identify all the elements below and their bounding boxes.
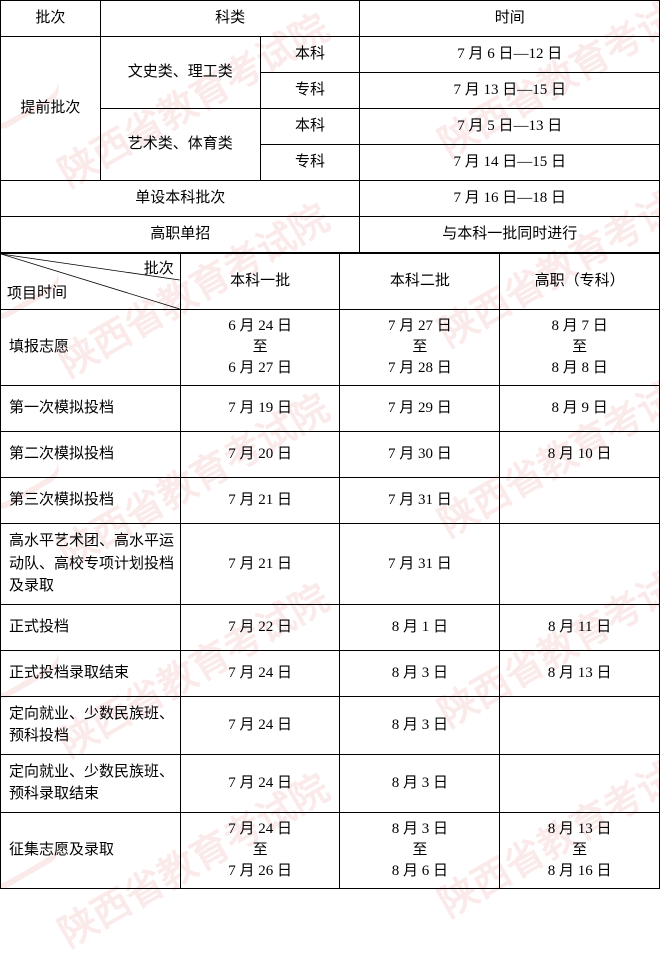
cell-item: 正式投档录取结束 bbox=[1, 650, 181, 696]
cell-level: 本科 bbox=[260, 37, 360, 73]
header-col-3: 高职（专科） bbox=[500, 254, 660, 310]
cell-value: 8 月 3 日至8 月 6 日 bbox=[340, 812, 500, 888]
cell-value: 7 月 31 日 bbox=[340, 478, 500, 524]
cell-item: 征集志愿及录取 bbox=[1, 812, 181, 888]
cell-batch: 提前批次 bbox=[1, 37, 101, 181]
diagonal-header-cell: 批次 时间 项目 bbox=[1, 254, 181, 310]
cell-time: 7 月 13 日—15 日 bbox=[360, 73, 660, 109]
cell-time: 7 月 6 日—12 日 bbox=[360, 37, 660, 73]
cell-value: 8 月 9 日 bbox=[500, 386, 660, 432]
cell-merged-label: 单设本科批次 bbox=[1, 181, 360, 217]
cell-value: 7 月 24 日至7 月 26 日 bbox=[180, 812, 340, 888]
cell-value: 8 月 10 日 bbox=[500, 432, 660, 478]
cell-value: 7 月 30 日 bbox=[340, 432, 500, 478]
schedule-table-2: 批次 时间 项目 本科一批 本科二批 高职（专科） 填报志愿 6 月 24 日至… bbox=[0, 253, 660, 889]
table-row: 定向就业、少数民族班、预科投档 7 月 24 日 8 月 3 日 bbox=[1, 696, 660, 754]
table-row: 第二次模拟投档 7 月 20 日 7 月 30 日 8 月 10 日 bbox=[1, 432, 660, 478]
header-col-2: 本科二批 bbox=[340, 254, 500, 310]
cell-value bbox=[500, 696, 660, 754]
table-row: 正式投档录取结束 7 月 24 日 8 月 3 日 8 月 13 日 bbox=[1, 650, 660, 696]
cell-value: 7 月 20 日 bbox=[180, 432, 340, 478]
cell-value: 7 月 21 日 bbox=[180, 524, 340, 605]
cell-time: 7 月 14 日—15 日 bbox=[360, 145, 660, 181]
cell-category: 艺术类、体育类 bbox=[100, 109, 260, 181]
table-row: 第三次模拟投档 7 月 21 日 7 月 31 日 bbox=[1, 478, 660, 524]
schedule-table-1: 批次 科类 时间 提前批次 文史类、理工类 本科 7 月 6 日—12 日 专科… bbox=[0, 0, 660, 253]
table-row: 征集志愿及录取 7 月 24 日至7 月 26 日 8 月 3 日至8 月 6 … bbox=[1, 812, 660, 888]
cell-value: 7 月 24 日 bbox=[180, 754, 340, 812]
cell-value: 8 月 3 日 bbox=[340, 650, 500, 696]
table-row: 填报志愿 6 月 24 日至6 月 27 日 7 月 27 日至7 月 28 日… bbox=[1, 310, 660, 386]
cell-value: 8 月 1 日 bbox=[340, 604, 500, 650]
cell-value: 8 月 3 日 bbox=[340, 696, 500, 754]
cell-level: 专科 bbox=[260, 145, 360, 181]
cell-value: 7 月 19 日 bbox=[180, 386, 340, 432]
cell-item: 正式投档 bbox=[1, 604, 181, 650]
cell-value bbox=[500, 754, 660, 812]
diag-label-batch: 批次 bbox=[144, 258, 174, 281]
diag-label-time: 时间 bbox=[37, 282, 67, 305]
header-time: 时间 bbox=[360, 1, 660, 37]
cell-value: 7 月 29 日 bbox=[340, 386, 500, 432]
cell-merged-label: 高职单招 bbox=[1, 217, 360, 253]
cell-level: 专科 bbox=[260, 73, 360, 109]
cell-item: 定向就业、少数民族班、预科录取结束 bbox=[1, 754, 181, 812]
table-row: 单设本科批次 7 月 16 日—18 日 bbox=[1, 181, 660, 217]
table-header-row: 批次 时间 项目 本科一批 本科二批 高职（专科） bbox=[1, 254, 660, 310]
cell-time: 7 月 5 日—13 日 bbox=[360, 109, 660, 145]
table-row: 高职单招 与本科一批同时进行 bbox=[1, 217, 660, 253]
cell-value bbox=[500, 478, 660, 524]
table-header-row: 批次 科类 时间 bbox=[1, 1, 660, 37]
cell-value: 7 月 22 日 bbox=[180, 604, 340, 650]
cell-value: 8 月 13 日 bbox=[500, 650, 660, 696]
cell-value: 7 月 31 日 bbox=[340, 524, 500, 605]
cell-time: 7 月 16 日—18 日 bbox=[360, 181, 660, 217]
cell-value: 7 月 24 日 bbox=[180, 650, 340, 696]
diag-label-item: 项目 bbox=[7, 283, 37, 306]
table-row: 第一次模拟投档 7 月 19 日 7 月 29 日 8 月 9 日 bbox=[1, 386, 660, 432]
cell-item: 定向就业、少数民族班、预科投档 bbox=[1, 696, 181, 754]
cell-value: 7 月 24 日 bbox=[180, 696, 340, 754]
cell-value: 8 月 7 日至8 月 8 日 bbox=[500, 310, 660, 386]
header-category: 科类 bbox=[100, 1, 360, 37]
table-row: 定向就业、少数民族班、预科录取结束 7 月 24 日 8 月 3 日 bbox=[1, 754, 660, 812]
cell-item: 第三次模拟投档 bbox=[1, 478, 181, 524]
cell-item: 高水平艺术团、高水平运动队、高校专项计划投档及录取 bbox=[1, 524, 181, 605]
cell-value: 7 月 27 日至7 月 28 日 bbox=[340, 310, 500, 386]
table-row: 提前批次 文史类、理工类 本科 7 月 6 日—12 日 bbox=[1, 37, 660, 73]
cell-value: 8 月 13 日至8 月 16 日 bbox=[500, 812, 660, 888]
cell-value: 8 月 11 日 bbox=[500, 604, 660, 650]
table-row: 高水平艺术团、高水平运动队、高校专项计划投档及录取 7 月 21 日 7 月 3… bbox=[1, 524, 660, 605]
header-col-1: 本科一批 bbox=[180, 254, 340, 310]
cell-value: 8 月 3 日 bbox=[340, 754, 500, 812]
header-batch: 批次 bbox=[1, 1, 101, 37]
table-row: 正式投档 7 月 22 日 8 月 1 日 8 月 11 日 bbox=[1, 604, 660, 650]
cell-value bbox=[500, 524, 660, 605]
cell-value: 7 月 21 日 bbox=[180, 478, 340, 524]
cell-time: 与本科一批同时进行 bbox=[360, 217, 660, 253]
cell-item: 填报志愿 bbox=[1, 310, 181, 386]
cell-item: 第二次模拟投档 bbox=[1, 432, 181, 478]
cell-item: 第一次模拟投档 bbox=[1, 386, 181, 432]
cell-category: 文史类、理工类 bbox=[100, 37, 260, 109]
cell-value: 6 月 24 日至6 月 27 日 bbox=[180, 310, 340, 386]
cell-level: 本科 bbox=[260, 109, 360, 145]
